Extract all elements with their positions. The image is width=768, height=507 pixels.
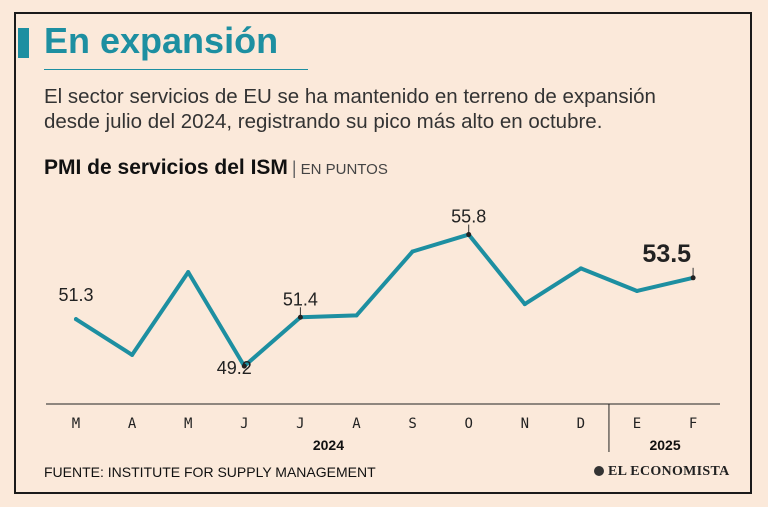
x-tick-label: D bbox=[577, 416, 585, 432]
chart-frame bbox=[14, 12, 752, 494]
brand-logo: EL ECONOMISTA bbox=[594, 464, 730, 480]
brand-icon bbox=[594, 466, 604, 476]
chart-title: PMI de servicios del ISM bbox=[44, 156, 288, 179]
x-tick-label: M bbox=[72, 416, 80, 432]
data-label: 51.3 bbox=[58, 285, 93, 305]
x-tick-label: J bbox=[240, 416, 248, 432]
data-label: 53.5 bbox=[642, 240, 691, 268]
data-point bbox=[186, 270, 191, 275]
x-tick-label: A bbox=[352, 416, 361, 432]
x-tick-label: J bbox=[296, 416, 304, 432]
data-label: 49.2 bbox=[217, 358, 252, 378]
data-point bbox=[130, 352, 135, 357]
headline: En expansión bbox=[44, 20, 279, 61]
annotation-dot bbox=[297, 314, 303, 320]
year-label: 2024 bbox=[313, 437, 344, 453]
data-label: 55.8 bbox=[451, 207, 486, 227]
chart-heading: PMI de servicios del ISM | EN PUNTOS bbox=[44, 156, 388, 180]
x-tick-label: M bbox=[184, 416, 192, 432]
x-tick-label: E bbox=[633, 416, 641, 432]
headline-accent-bar bbox=[18, 28, 29, 58]
source-note: FUENTE: INSTITUTE FOR SUPPLY MANAGEMENT bbox=[44, 464, 376, 480]
subtitle: El sector servicios de EU se ha mantenid… bbox=[44, 85, 656, 133]
data-point bbox=[74, 317, 78, 322]
headline-underline bbox=[44, 69, 308, 70]
data-point bbox=[410, 249, 415, 254]
x-tick-label: S bbox=[408, 416, 416, 432]
annotation-dot bbox=[241, 363, 247, 369]
x-tick-label: F bbox=[689, 416, 697, 432]
annotation-dot bbox=[690, 275, 696, 281]
chart-units: EN PUNTOS bbox=[300, 161, 388, 178]
data-point bbox=[522, 302, 527, 307]
x-tick-label: A bbox=[128, 416, 137, 432]
data-point bbox=[635, 288, 639, 293]
series-line bbox=[74, 232, 696, 369]
chart-heading-divider: | bbox=[291, 158, 297, 178]
brand-name: EL ECONOMISTA bbox=[608, 464, 730, 479]
data-point bbox=[354, 313, 359, 318]
annotation-dot bbox=[466, 232, 472, 238]
data-label: 51.4 bbox=[283, 289, 318, 309]
x-tick-label: O bbox=[464, 416, 472, 432]
data-point bbox=[578, 266, 583, 271]
x-tick-label: N bbox=[521, 416, 529, 432]
year-label: 2025 bbox=[649, 437, 680, 453]
